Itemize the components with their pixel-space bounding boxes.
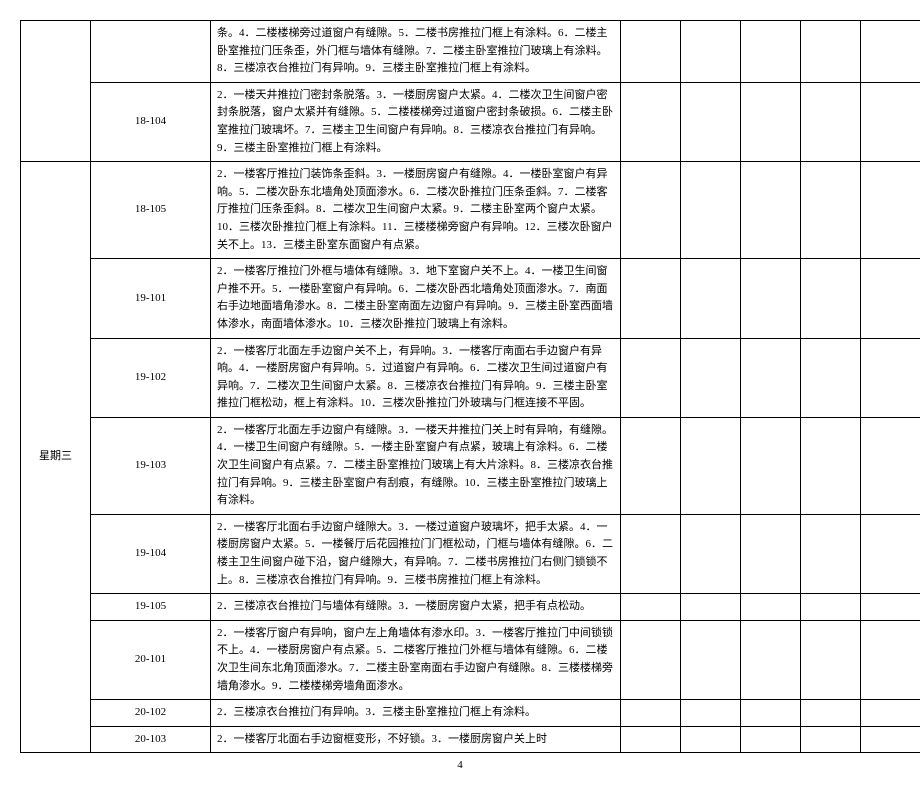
empty-cell: [861, 338, 920, 417]
empty-cell: [741, 417, 801, 514]
empty-cell: [861, 21, 920, 83]
empty-cell: [801, 417, 861, 514]
page-number: 4: [20, 759, 900, 771]
empty-cell: [741, 338, 801, 417]
empty-cell: [621, 21, 681, 83]
empty-cell: [681, 700, 741, 727]
empty-cell: [681, 162, 741, 259]
description-cell: 2．三楼凉衣台推拉门有异响。3．三楼主卧室推拉门框上有涂料。: [211, 700, 621, 727]
empty-cell: [741, 594, 801, 621]
room-cell: 18-105: [91, 162, 211, 259]
empty-cell: [861, 417, 920, 514]
room-cell: 20-103: [91, 726, 211, 753]
empty-cell: [621, 82, 681, 161]
empty-cell: [741, 82, 801, 161]
description-cell: 2．三楼凉衣台推拉门与墙体有缝隙。3．一楼厨房窗户太紧，把手有点松动。: [211, 594, 621, 621]
empty-cell: [621, 726, 681, 753]
empty-cell: [861, 620, 920, 699]
description-cell: 2．一楼客厅窗户有异响，窗户左上角墙体有渗水印。3．一楼客厅推拉门中间锁锁不上。…: [211, 620, 621, 699]
empty-cell: [861, 259, 920, 338]
empty-cell: [681, 82, 741, 161]
empty-cell: [801, 82, 861, 161]
empty-cell: [681, 726, 741, 753]
description-cell: 2．一楼客厅北面右手边窗框变形，不好锁。3．一楼厨房窗户关上时: [211, 726, 621, 753]
empty-cell: [801, 21, 861, 83]
empty-cell: [801, 700, 861, 727]
empty-cell: [621, 620, 681, 699]
empty-cell: [861, 162, 920, 259]
empty-cell: [621, 514, 681, 593]
empty-cell: [621, 700, 681, 727]
empty-cell: [861, 82, 920, 161]
empty-cell: [621, 338, 681, 417]
empty-cell: [801, 162, 861, 259]
description-cell: 2．一楼客厅北面左手边窗户有缝隙。3．一楼天井推拉门关上时有异响，有缝隙。4．一…: [211, 417, 621, 514]
empty-cell: [621, 594, 681, 621]
empty-cell: [861, 700, 920, 727]
description-cell: 2．一楼客厅推拉门装饰条歪斜。3．一楼厨房窗户有缝隙。4．一楼卧室窗户有异响。5…: [211, 162, 621, 259]
description-cell: 2．一楼天井推拉门密封条脱落。3．一楼厨房窗户太紧。4．二楼次卫生间窗户密封条脱…: [211, 82, 621, 161]
room-cell: [91, 21, 211, 83]
empty-cell: [741, 162, 801, 259]
description-cell: 条。4．二楼楼梯旁过道窗户有缝隙。5．二楼书房推拉门框上有涂料。6．二楼主卧室推…: [211, 21, 621, 83]
empty-cell: [861, 726, 920, 753]
empty-cell: [681, 338, 741, 417]
empty-cell: [621, 259, 681, 338]
room-cell: 18-104: [91, 82, 211, 161]
room-cell: 20-102: [91, 700, 211, 727]
empty-cell: [681, 514, 741, 593]
empty-cell: [801, 620, 861, 699]
description-cell: 2．一楼客厅推拉门外框与墙体有缝隙。3．地下室窗户关不上。4．一楼卫生间窗户推不…: [211, 259, 621, 338]
room-cell: 19-105: [91, 594, 211, 621]
room-cell: 19-101: [91, 259, 211, 338]
empty-cell: [681, 259, 741, 338]
empty-cell: [741, 726, 801, 753]
empty-cell: [861, 594, 920, 621]
description-cell: 2．一楼客厅北面左手边窗户关不上，有异响。3．一楼客厅南面右手边窗户有异响。4．…: [211, 338, 621, 417]
empty-cell: [801, 726, 861, 753]
empty-cell: [801, 514, 861, 593]
empty-cell: [681, 21, 741, 83]
empty-cell: [741, 700, 801, 727]
description-cell: 2．一楼客厅北面右手边窗户缝隙大。3．一楼过道窗户玻璃坏，把手太紧。4．一楼厨房…: [211, 514, 621, 593]
room-cell: 19-103: [91, 417, 211, 514]
empty-cell: [681, 417, 741, 514]
room-cell: 20-101: [91, 620, 211, 699]
empty-cell: [681, 620, 741, 699]
room-cell: 19-104: [91, 514, 211, 593]
empty-cell: [741, 620, 801, 699]
empty-cell: [801, 259, 861, 338]
empty-cell: [741, 21, 801, 83]
empty-cell: [801, 338, 861, 417]
empty-cell: [861, 514, 920, 593]
empty-cell: [741, 259, 801, 338]
empty-cell: [681, 594, 741, 621]
empty-cell: [621, 417, 681, 514]
empty-cell: [801, 594, 861, 621]
empty-cell: [621, 162, 681, 259]
inspection-table: 条。4．二楼楼梯旁过道窗户有缝隙。5．二楼书房推拉门框上有涂料。6．二楼主卧室推…: [20, 20, 920, 753]
day-cell-empty: [21, 21, 91, 162]
day-cell: 星期三: [21, 162, 91, 753]
empty-cell: [741, 514, 801, 593]
room-cell: 19-102: [91, 338, 211, 417]
